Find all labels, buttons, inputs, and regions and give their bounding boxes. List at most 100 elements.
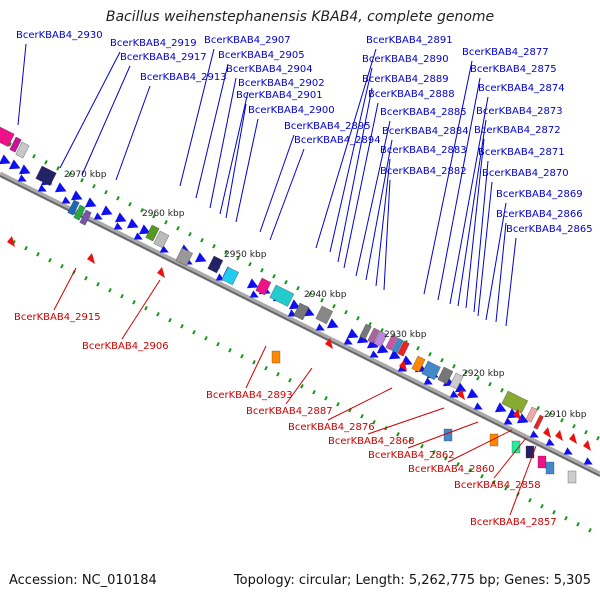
tick-mark-upper	[116, 196, 120, 201]
tick-mark-lower	[300, 384, 304, 389]
reverse-gene-label: BcerKBAB4_2906	[82, 341, 169, 352]
gene-feature-box	[35, 165, 57, 186]
reverse-gene-label: BcerKBAB4_2893	[206, 390, 293, 401]
forward-gene-label: BcerKBAB4_2888	[368, 89, 455, 100]
forward-gene-arrow	[246, 278, 259, 289]
forward-gene-arrow	[466, 388, 479, 399]
reverse-gene-label: BcerKBAB4_2858	[454, 480, 541, 491]
reverse-gene-label: BcerKBAB4_2862	[368, 450, 455, 461]
tick-mark-lower	[60, 264, 64, 269]
forward-gene-arrow	[194, 252, 207, 263]
forward-gene-leader	[269, 148, 305, 241]
forward-gene-arrow	[423, 377, 433, 385]
forward-gene-label: BcerKBAB4_2900	[248, 105, 335, 116]
tick-mark-lower	[240, 354, 244, 359]
kbp-marker-label: 2930 kbp	[384, 330, 427, 340]
gene-feature-box	[391, 337, 404, 354]
reverse-gene-leader	[493, 437, 527, 479]
gene-feature-box-lower	[511, 440, 521, 454]
reverse-gene-label: BcerKBAB4_2876	[288, 422, 375, 433]
reverse-gene-arrow	[325, 338, 333, 349]
tick-mark-lower	[120, 294, 124, 299]
tick-mark-lower	[324, 395, 328, 401]
reverse-gene-arrow	[555, 430, 563, 441]
gene-feature-box	[73, 204, 86, 221]
tick-mark-upper	[332, 304, 336, 309]
gene-feature-box	[79, 209, 92, 226]
forward-gene-arrow	[70, 190, 83, 201]
forward-gene-arrow	[126, 218, 139, 229]
forward-gene-leader	[179, 48, 215, 187]
kbp-marker-label: 2950 kbp	[224, 250, 267, 260]
gene-feature-box	[207, 255, 224, 274]
reverse-gene-label: BcerKBAB4_2915	[14, 312, 101, 323]
tick-mark-upper	[284, 280, 288, 285]
tick-mark-lower	[156, 311, 160, 317]
forward-gene-label: BcerKBAB4_2930	[16, 30, 103, 41]
forward-gene-leader	[17, 43, 27, 126]
forward-gene-arrow	[0, 154, 11, 165]
reverse-gene-arrow	[7, 236, 15, 247]
tick-mark-lower	[552, 509, 556, 515]
tick-mark-lower	[492, 480, 496, 485]
tick-mark-lower	[252, 360, 256, 365]
reverse-gene-arrow	[87, 253, 95, 264]
tick-mark-upper	[128, 201, 132, 207]
forward-gene-label: BcerKBAB4_2865	[506, 224, 593, 235]
map-title: Bacillus weihenstephanensis KBAB4, compl…	[105, 9, 495, 25]
gene-feature-box	[525, 406, 538, 423]
tick-mark-upper	[164, 219, 168, 225]
forward-gene-arrow	[17, 174, 27, 182]
tick-mark-lower	[348, 408, 352, 413]
kbp-marker-label: 2940 kbp	[304, 290, 347, 300]
forward-gene-label: BcerKBAB4_2884	[382, 126, 469, 137]
tick-mark-upper	[344, 310, 348, 315]
forward-gene-arrow	[114, 212, 127, 223]
forward-gene-arrow	[346, 328, 359, 339]
tick-mark-upper	[224, 250, 228, 255]
forward-gene-label: BcerKBAB4_2869	[496, 189, 583, 200]
forward-gene-arrow	[326, 318, 339, 329]
reverse-gene-arrow	[569, 433, 577, 444]
forward-gene-arrow	[369, 350, 379, 358]
forward-gene-leader	[329, 67, 373, 253]
gene-feature-box	[221, 266, 239, 286]
gene-feature-box	[373, 330, 388, 348]
forward-gene-leader	[315, 48, 377, 249]
tick-mark-upper	[248, 262, 252, 267]
forward-gene-arrow	[159, 245, 169, 253]
tick-mark-upper	[80, 177, 84, 183]
gene-feature-box	[501, 390, 528, 414]
tick-mark-lower	[168, 318, 172, 323]
tick-mark-upper	[212, 243, 216, 249]
reverse-gene-leader	[407, 421, 479, 449]
forward-gene-label: BcerKBAB4_2890	[362, 54, 449, 65]
tick-mark-upper	[236, 255, 240, 261]
tick-mark-upper	[200, 237, 204, 243]
gene-feature-box	[437, 366, 454, 385]
kbp-marker-label: 2970 kbp	[64, 170, 107, 180]
forward-gene-leader	[495, 222, 507, 323]
forward-gene-leader	[235, 118, 259, 223]
forward-gene-label: BcerKBAB4_2902	[238, 78, 325, 89]
reverse-gene-leader	[327, 387, 393, 421]
tick-mark-lower	[288, 378, 292, 383]
forward-gene-leader	[337, 87, 373, 263]
forward-gene-arrow	[18, 164, 31, 175]
tick-mark-upper	[140, 208, 144, 213]
reverse-gene-leader	[53, 267, 77, 311]
forward-gene-arrow	[494, 402, 507, 413]
tick-mark-lower	[36, 252, 40, 257]
tick-mark-upper	[488, 381, 492, 387]
forward-gene-arrow	[529, 430, 539, 438]
forward-gene-arrow	[113, 222, 123, 230]
gene-feature-box	[385, 334, 398, 351]
forward-gene-leader	[465, 138, 485, 309]
reverse-gene-label: BcerKBAB4_2868	[328, 436, 415, 447]
gene-feature-box	[15, 141, 30, 159]
forward-gene-leader	[449, 96, 489, 305]
gene-feature-box	[175, 247, 193, 267]
tick-mark-upper	[308, 291, 312, 297]
tick-mark-lower	[276, 372, 280, 377]
